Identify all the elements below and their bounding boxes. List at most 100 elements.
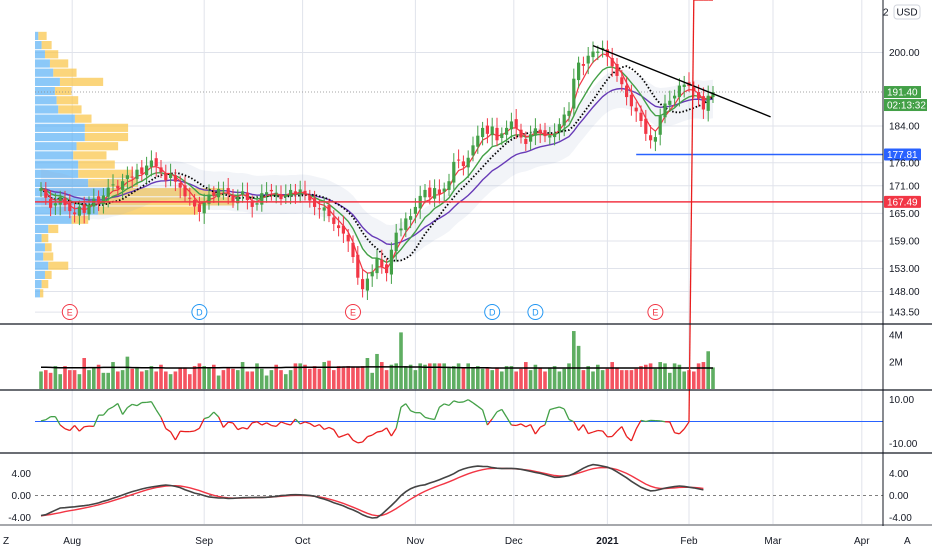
oscillator-segment bbox=[582, 424, 589, 434]
candle-body bbox=[663, 103, 667, 118]
volume-pane[interactable]: 4M 2M bbox=[39, 331, 903, 389]
oscillator-segment bbox=[525, 423, 531, 428]
candle-body bbox=[135, 169, 139, 179]
candle-body bbox=[356, 254, 360, 278]
candle-body bbox=[509, 121, 513, 130]
event-marker-earnings[interactable] bbox=[647, 304, 664, 320]
oscillator-segment bbox=[237, 427, 243, 431]
volume-bar bbox=[207, 367, 211, 389]
volume-bar bbox=[375, 353, 379, 389]
signal-line bbox=[40, 466, 704, 517]
volume-profile-up-bar bbox=[35, 105, 59, 114]
candle-body bbox=[481, 127, 485, 138]
trendline[interactable] bbox=[592, 44, 771, 118]
event-marker-dividend[interactable] bbox=[484, 304, 501, 320]
volume-profile-down-bar bbox=[44, 270, 52, 280]
candle-body bbox=[634, 107, 638, 112]
candle-body bbox=[250, 201, 254, 207]
volume-profile-up-bar bbox=[35, 178, 89, 188]
volume-profile-down-bar bbox=[78, 160, 115, 169]
event-marker-dividend[interactable] bbox=[527, 304, 544, 320]
downtrend-line[interactable] bbox=[592, 44, 771, 118]
oscillator-segment bbox=[285, 423, 291, 426]
oscillator-segment bbox=[362, 436, 368, 443]
volume-profile-down-bar bbox=[58, 105, 82, 114]
event-marker-dividend[interactable] bbox=[191, 304, 208, 320]
candle-body bbox=[173, 175, 177, 182]
oscillator-segment bbox=[252, 421, 258, 424]
time-tick-label: Nov bbox=[407, 536, 425, 547]
candle-body bbox=[58, 196, 62, 205]
currency-badge[interactable]: USD bbox=[893, 4, 921, 20]
oscillator-segment bbox=[117, 403, 124, 415]
oscillator-pane[interactable]: 10.00 -10.00 bbox=[35, 0, 918, 450]
event-marker-earnings[interactable] bbox=[61, 304, 78, 320]
candle-body bbox=[49, 199, 53, 208]
horizontal-levels[interactable]: 177.81 167.49 bbox=[35, 91, 921, 208]
candle-body bbox=[461, 161, 465, 167]
oscillator-segment bbox=[309, 422, 315, 428]
macd-pane[interactable]: 4.00 0.00 -4.00 4.00 0.00 -4.00 bbox=[8, 463, 912, 524]
volume-bar bbox=[303, 364, 307, 389]
volume-bar bbox=[255, 363, 259, 389]
volume-bar bbox=[629, 370, 634, 389]
oscillator-segment bbox=[246, 422, 253, 430]
candle-body bbox=[385, 264, 389, 274]
oscillator-segment bbox=[314, 423, 320, 428]
volume-bar bbox=[197, 363, 202, 389]
candle-body bbox=[404, 218, 408, 230]
volume-bar bbox=[418, 363, 422, 389]
event-marker-label: D bbox=[532, 308, 539, 318]
oscillator-segment bbox=[534, 426, 541, 435]
volume-bar bbox=[101, 372, 106, 389]
oscillator-segment bbox=[683, 421, 690, 430]
volume-profile-down-bar bbox=[41, 41, 52, 50]
volume-bar bbox=[658, 362, 662, 389]
volume-profile-down-bar bbox=[76, 142, 119, 151]
oscillator-segment bbox=[376, 430, 382, 433]
volume-bar bbox=[471, 367, 475, 389]
volume-bar bbox=[668, 372, 672, 389]
oscillator-segment bbox=[678, 428, 685, 435]
time-tick-label: 2021 bbox=[596, 536, 619, 547]
oscillator-segment bbox=[40, 419, 46, 422]
event-marker-earnings[interactable] bbox=[345, 304, 361, 320]
volume-profile-down-bar bbox=[38, 31, 47, 41]
candle-body bbox=[82, 204, 86, 213]
candle-body bbox=[490, 126, 494, 136]
price-axis[interactable]: 200.00 184.00 176.00 171.00 165.00 159.00 153.… bbox=[884, 48, 927, 319]
candle-body bbox=[538, 129, 542, 133]
oscillator-segment bbox=[424, 416, 430, 420]
time-axis[interactable]: Aug Sep Oct Nov Dec 2021 Feb Mar Apr bbox=[63, 536, 870, 547]
volume-profile-up-bar bbox=[35, 142, 77, 151]
oscillator-segment bbox=[198, 418, 205, 429]
oscillator-segment bbox=[170, 431, 176, 441]
oscillator-segment bbox=[559, 406, 565, 410]
price-tick-label: 143.50 bbox=[889, 308, 920, 319]
candle-body bbox=[77, 206, 81, 216]
volume-profile-up-bar bbox=[35, 68, 54, 77]
candle-body bbox=[476, 135, 480, 147]
candle-body bbox=[423, 189, 427, 198]
oscillator-segment bbox=[299, 421, 306, 425]
oscillator-segment bbox=[64, 428, 71, 432]
candle-body bbox=[375, 258, 379, 274]
volume-bar bbox=[634, 368, 638, 389]
oscillator-segment bbox=[635, 420, 642, 430]
time-tick-label: Aug bbox=[63, 536, 81, 547]
corner-left-label[interactable]: Z bbox=[3, 536, 9, 547]
last-price-box bbox=[884, 86, 921, 99]
volume-profile-up-bar bbox=[35, 31, 39, 41]
candle-body bbox=[557, 124, 561, 132]
price-tick-label: 176.00 bbox=[889, 158, 920, 169]
volume-bar bbox=[111, 362, 115, 389]
oscillator-segment bbox=[127, 403, 133, 409]
oscillator-segment bbox=[477, 405, 483, 411]
event-marker-label: D bbox=[196, 308, 203, 318]
candle-body bbox=[308, 195, 312, 201]
oscillator-segment bbox=[78, 426, 85, 432]
corner-right-label[interactable]: A bbox=[904, 536, 911, 547]
